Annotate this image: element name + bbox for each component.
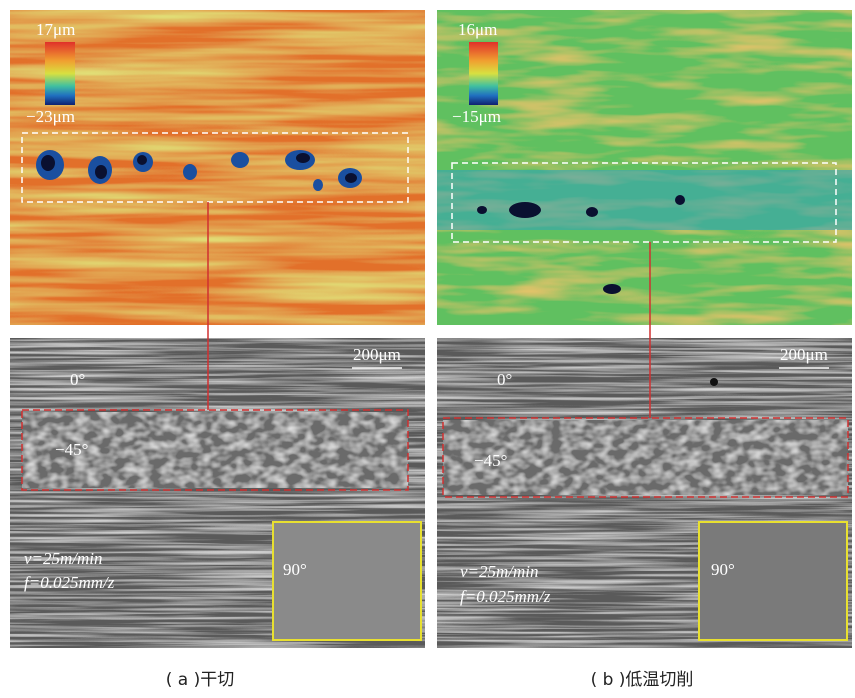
height-map-b: 16μm −15μm <box>437 10 852 325</box>
color-max: 17μm <box>36 20 75 39</box>
zone-label: −45° <box>474 451 507 470</box>
feed: f=0.025mm/z <box>24 573 115 592</box>
color-max: 16μm <box>458 20 497 39</box>
zone-label: −45° <box>55 440 88 459</box>
inset-label: 90° <box>283 560 307 579</box>
speed: v=25m/min <box>460 562 539 581</box>
zone-label: 0° <box>70 370 85 389</box>
height-map-a: 17μm −23μm <box>10 10 425 325</box>
feed: f=0.025mm/z <box>460 587 551 606</box>
figure: 17μm −23μm 200μm 0° −45° v=25m/min f=0.0… <box>0 0 855 693</box>
scale-bar: 200μm <box>780 345 828 364</box>
scale-bar: 200μm <box>353 345 401 364</box>
inset-label: 90° <box>711 560 735 579</box>
speed: v=25m/min <box>24 549 103 568</box>
caption: ( b )低温切削 <box>591 670 694 690</box>
zone-label: 0° <box>497 370 512 389</box>
caption: ( a )干切 <box>166 670 235 690</box>
color-min: −23μm <box>26 107 75 126</box>
color-min: −15μm <box>452 107 501 126</box>
